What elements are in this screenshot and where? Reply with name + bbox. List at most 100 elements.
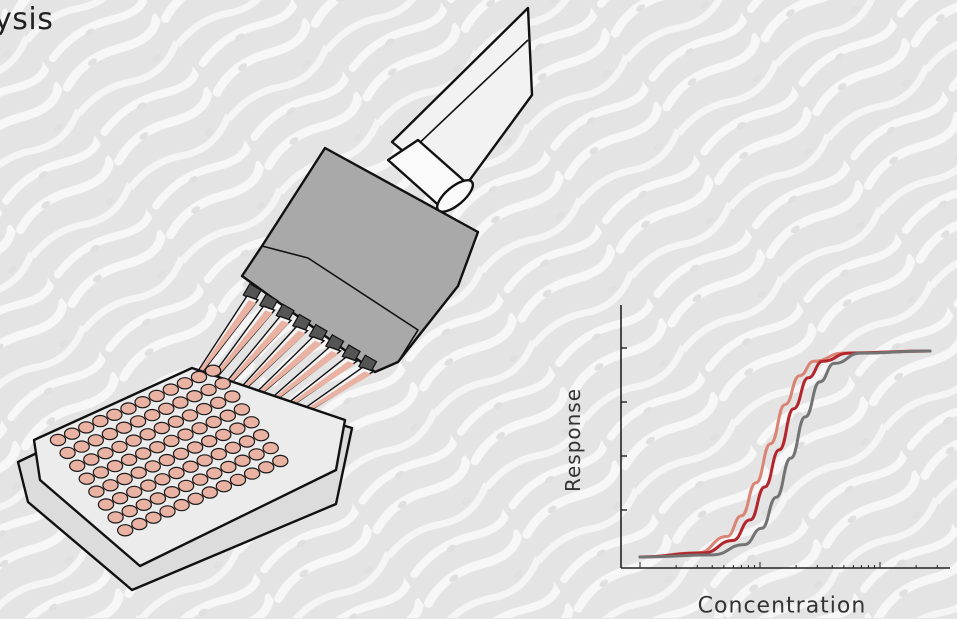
well [68,459,86,472]
well [158,402,175,415]
well [59,446,76,460]
well [238,435,256,448]
well [234,454,251,467]
well [215,480,233,493]
tip-liquid [245,340,322,405]
well [159,505,176,518]
well [121,504,138,518]
well [200,435,218,448]
well [190,370,208,384]
well [148,389,165,403]
curve-series-1 [638,349,932,559]
well [224,441,242,454]
well [252,429,270,442]
well [209,396,227,409]
well [210,447,227,461]
well [154,473,171,486]
x-axis-ticks [639,562,938,568]
well [186,441,204,454]
well [243,467,261,480]
well [92,466,110,479]
well [145,511,162,524]
well [92,414,109,428]
well [101,427,119,441]
well [149,492,167,505]
well [97,498,115,511]
well [233,403,251,416]
well [215,428,232,442]
well [149,441,166,454]
well [77,421,95,434]
well [177,428,194,441]
well [111,492,129,505]
plate-wells [49,364,289,537]
well [143,408,161,422]
well [200,383,217,397]
well [153,421,170,435]
well [182,460,199,473]
well [140,479,157,492]
well [220,460,237,474]
well [120,453,138,466]
curve-series-2 [638,349,932,559]
well [129,415,147,428]
well [88,485,105,498]
well [168,466,185,480]
well [258,461,275,474]
well [196,454,213,467]
well [172,396,189,409]
well [229,422,246,435]
well [187,492,204,505]
well [115,421,133,434]
well [102,479,119,492]
tip-liquid [258,351,339,411]
tip-liquid [232,330,306,398]
curve-series-3 [638,349,932,559]
well [131,517,148,531]
well [204,364,222,377]
well [130,466,147,479]
well [163,486,181,499]
well [162,383,179,396]
well [173,498,190,512]
well [229,473,247,487]
well [63,427,81,440]
well [97,447,114,460]
well [134,396,151,409]
well [125,434,142,447]
well [248,448,265,461]
well [272,454,289,468]
x-axis-label: Concentration [697,593,867,619]
well [134,447,152,460]
well [139,428,156,441]
well [158,453,176,467]
well [116,472,133,486]
y-axis-label: Response [561,387,585,493]
well [111,440,128,454]
well [125,485,143,499]
well [214,377,231,390]
well [49,433,67,447]
tip-liquid [207,310,273,385]
well [120,402,137,415]
well [186,390,203,403]
well [73,440,90,453]
pipette-tips [192,282,378,425]
y-axis-ticks [621,347,627,511]
pipette-shaft [386,6,534,213]
dose-response-curves [638,349,932,559]
well [106,408,123,421]
well [181,409,199,422]
well [107,511,124,524]
well [219,409,236,422]
well [262,441,279,455]
well [243,416,260,429]
well [205,415,222,429]
well [224,390,241,403]
well [106,459,124,473]
tip-liquid [194,300,256,378]
well [206,467,223,480]
well [83,453,100,466]
well [78,472,96,485]
well [116,524,134,537]
